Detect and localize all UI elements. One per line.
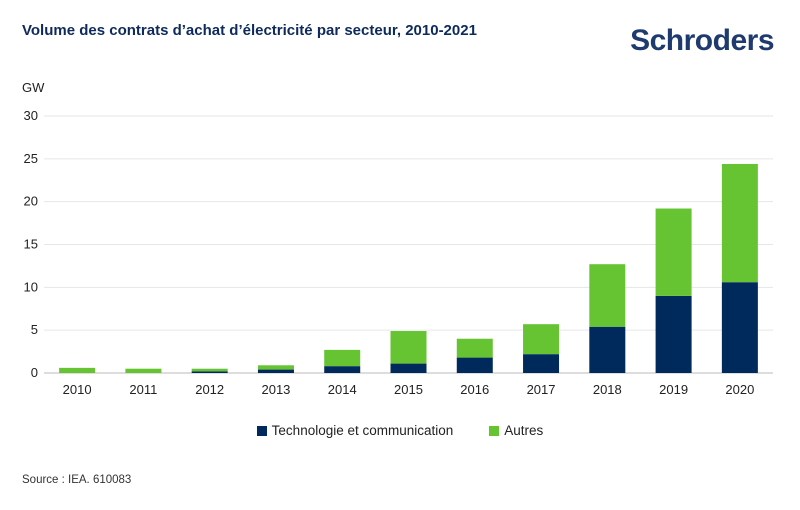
chart-legend: Technologie et communication Autres (0, 423, 800, 438)
bar-tech-2012 (191, 371, 228, 373)
bar-autres-2018 (589, 264, 626, 327)
y-tick-label-20: 20 (24, 194, 38, 209)
y-tick-label-10: 10 (24, 279, 38, 294)
bar-tech-2019 (655, 295, 692, 373)
bar-autres-2015 (390, 331, 427, 364)
x-tick-label-2019: 2019 (659, 382, 688, 397)
bar-autres-2012 (191, 368, 228, 372)
source-note: Source : IEA. 610083 (22, 474, 132, 486)
bar-autres-2016 (456, 338, 493, 358)
x-tick-label-2014: 2014 (328, 382, 357, 397)
y-tick-label-30: 30 (24, 108, 38, 123)
schroders-logo: Schroders (630, 24, 774, 57)
x-tick-label-2011: 2011 (129, 382, 157, 397)
bar-autres-2019 (655, 208, 692, 296)
x-tick-label-2010: 2010 (63, 382, 92, 397)
y-tick-label-5: 5 (31, 322, 38, 337)
legend-label-tech: Technologie et communication (271, 423, 454, 438)
bar-autres-2011 (125, 368, 162, 373)
legend-swatch-tech (256, 425, 267, 436)
x-tick-label-2013: 2013 (261, 382, 290, 397)
y-tick-label-25: 25 (24, 151, 38, 166)
legend-item-tech: Technologie et communication (256, 423, 454, 438)
bar-tech-2016 (456, 357, 493, 373)
y-axis-unit-label: GW (22, 80, 45, 95)
bar-tech-2015 (390, 363, 427, 373)
bar-autres-2013 (257, 365, 294, 370)
bar-tech-2018 (589, 326, 626, 373)
legend-swatch-autres (489, 425, 500, 436)
x-tick-label-2020: 2020 (725, 382, 754, 397)
bar-tech-2017 (523, 354, 560, 373)
bar-tech-2014 (324, 366, 361, 373)
legend-item-autres: Autres (489, 423, 543, 438)
y-tick-label-15: 15 (24, 237, 38, 252)
bar-tech-2020 (721, 282, 758, 373)
x-tick-label-2018: 2018 (593, 382, 622, 397)
legend-label-autres: Autres (504, 423, 544, 438)
y-tick-label-0: 0 (31, 365, 38, 380)
x-tick-label-2017: 2017 (527, 382, 556, 397)
x-tick-label-2012: 2012 (195, 382, 224, 397)
bar-autres-2020 (721, 163, 758, 283)
chart-title: Volume des contrats d’achat d’électricit… (22, 22, 477, 39)
x-tick-label-2015: 2015 (394, 382, 423, 397)
bar-autres-2014 (324, 349, 361, 367)
bar-autres-2010 (59, 367, 96, 373)
bar-tech-2013 (257, 369, 294, 373)
x-tick-label-2016: 2016 (460, 382, 489, 397)
bar-autres-2017 (523, 324, 560, 355)
